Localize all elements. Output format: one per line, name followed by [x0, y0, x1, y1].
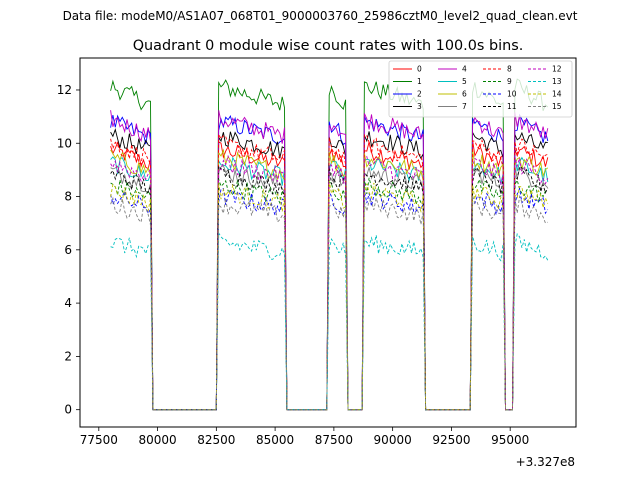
legend-label-10: 10 — [507, 90, 517, 99]
x-tick-label: 80000 — [138, 433, 176, 447]
series-line-15 — [110, 194, 548, 411]
x-tick-label: 87500 — [315, 433, 353, 447]
series-line-12 — [110, 155, 549, 411]
series-layer — [110, 78, 549, 411]
y-tick-label: 4 — [64, 296, 72, 310]
y-tick-label: 10 — [57, 136, 72, 150]
legend-label-3: 3 — [417, 102, 422, 111]
x-tick-label: 92500 — [432, 433, 470, 447]
legend-label-8: 8 — [507, 65, 512, 74]
x-tick-label: 77500 — [80, 433, 118, 447]
legend-label-12: 12 — [552, 65, 562, 74]
legend-frame — [388, 60, 573, 118]
plot-area: 77500 80000 82500 85000 87500 90000 92500 95000… — [57, 57, 577, 469]
x-tick-label: 95000 — [491, 433, 529, 447]
legend-label-14: 14 — [552, 90, 562, 99]
legend-label-4: 4 — [462, 65, 467, 74]
y-tick-label: 6 — [64, 243, 72, 257]
y-tick-label: 12 — [57, 83, 72, 97]
y-axis: 0 2 4 6 8 10 12 — [57, 83, 80, 417]
series-line-13 — [110, 231, 549, 411]
axes-frame — [79, 57, 577, 428]
y-tick-label: 2 — [64, 349, 72, 363]
legend-label-2: 2 — [417, 90, 422, 99]
x-axis: 77500 80000 82500 85000 87500 90000 92500 95000 — [80, 427, 529, 447]
legend-label-1: 1 — [417, 77, 422, 86]
legend-label-5: 5 — [462, 77, 467, 86]
legend-label-9: 9 — [507, 77, 512, 86]
suptitle: Data file: modeM0/AS1A07_068T01_90000037… — [63, 9, 578, 23]
legend-label-7: 7 — [462, 102, 467, 111]
legend-label-15: 15 — [552, 102, 562, 111]
x-offset-label: +3.327e8 — [516, 455, 575, 469]
y-tick-label: 8 — [64, 190, 72, 204]
legend-label-6: 6 — [462, 90, 467, 99]
x-tick-label: 82500 — [197, 433, 235, 447]
legend-label-11: 11 — [507, 102, 517, 111]
y-tick-label: 0 — [64, 403, 72, 417]
legend-label-0: 0 — [417, 65, 422, 74]
legend-label-13: 13 — [552, 77, 562, 86]
x-tick-label: 85000 — [256, 433, 294, 447]
x-tick-label: 90000 — [374, 433, 412, 447]
chart-title: Quadrant 0 module wise count rates with … — [133, 38, 524, 54]
